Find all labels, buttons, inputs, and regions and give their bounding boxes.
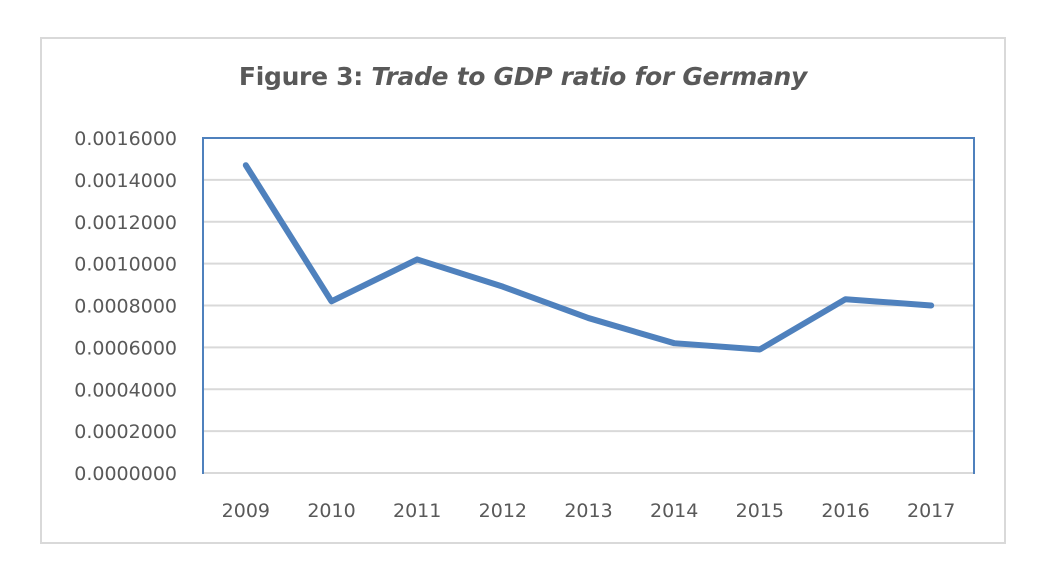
y-axis-tick-labels: 0.0000000 0.0002000 0.0004000 0.0006000 0.00… (74, 128, 177, 485)
x-tick-label: 2012 (479, 500, 527, 522)
x-axis-tick-labels: 2009 2010 2011 2012 2013 2014 2015 2016 2017 (222, 500, 956, 522)
gridlines (203, 137, 974, 474)
x-tick-label: 2009 (222, 500, 270, 522)
x-tick-label: 2011 (393, 500, 441, 522)
y-tick-label: 0.0004000 (74, 379, 177, 401)
x-tick-label: 2014 (650, 500, 698, 522)
x-tick-label: 2010 (307, 500, 355, 522)
chart-frame (40, 37, 1006, 544)
y-tick-label: 0.0010000 (74, 254, 177, 276)
y-tick-label: 0.0002000 (74, 421, 177, 443)
chart-title-prefix: Figure 3: (238, 62, 372, 91)
y-tick-label: 0.0000000 (74, 463, 177, 485)
y-tick-label: 0.0008000 (74, 296, 177, 318)
y-tick-label: 0.0006000 (74, 337, 177, 359)
x-tick-label: 2013 (564, 500, 612, 522)
x-tick-label: 2016 (821, 500, 869, 522)
x-tick-label: 2015 (736, 500, 784, 522)
y-tick-label: 0.0014000 (74, 170, 177, 192)
y-tick-label: 0.0012000 (74, 212, 177, 234)
series-group (242, 162, 935, 353)
series-line (242, 162, 935, 353)
chart-title-italic: Trade to GDP ratio for Germany (371, 62, 808, 91)
y-tick-label: 0.0016000 (74, 128, 177, 150)
chart-title: Figure 3: Trade to GDP ratio for Germany (0, 62, 1046, 91)
x-tick-label: 2017 (907, 500, 955, 522)
